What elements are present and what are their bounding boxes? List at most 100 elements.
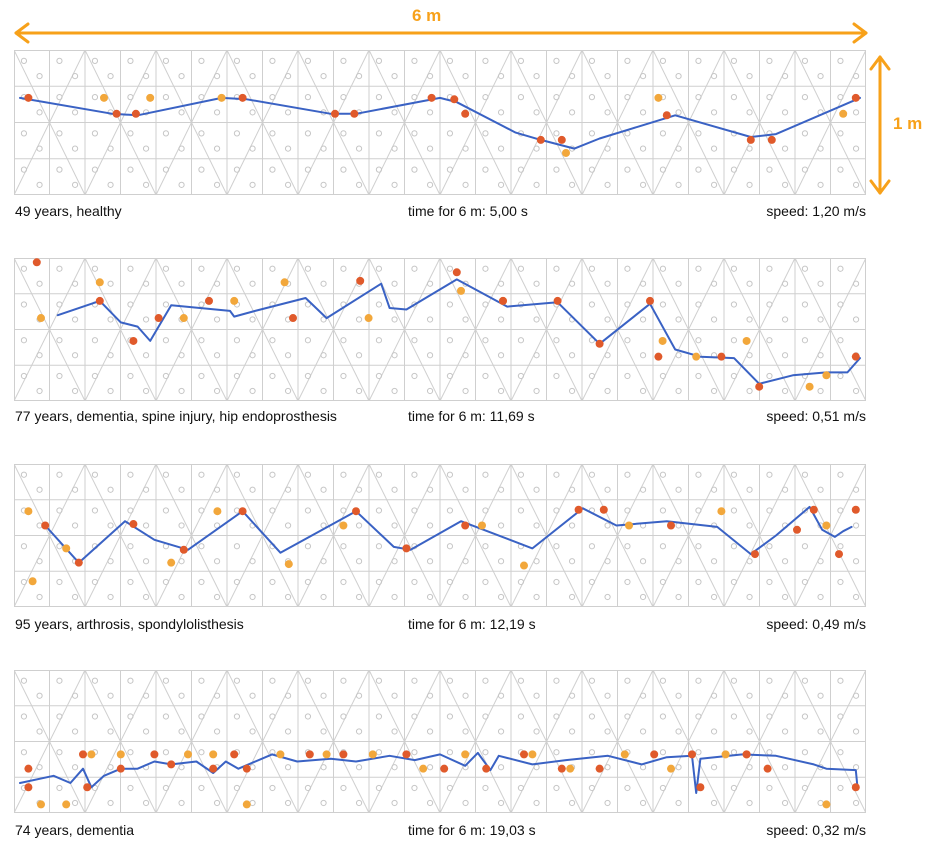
sensor-ring [781, 73, 789, 80]
sensor-ring [604, 316, 611, 323]
sensor-ring [375, 749, 383, 756]
sensor-ring [766, 265, 773, 272]
sensor-ring [746, 799, 753, 807]
sensor-ring [497, 316, 505, 323]
sensor-ring [127, 301, 134, 308]
left-footstep [620, 750, 629, 759]
sensor-ring [659, 166, 667, 173]
right-footstep [557, 764, 566, 773]
sensor-ring [355, 73, 363, 80]
sensor-ring [604, 73, 611, 80]
sensor-ring [766, 749, 773, 756]
sensor-ring [837, 471, 844, 478]
sensor-ring [517, 507, 525, 514]
sensor-ring [482, 301, 489, 308]
sensor-ring [426, 73, 434, 80]
sensor-ring [426, 558, 434, 565]
sensor-ring [766, 677, 773, 684]
sensor-ring [837, 94, 844, 101]
sensor-ring [162, 784, 170, 792]
sensor-ring [426, 316, 434, 323]
sensor-ring [730, 677, 738, 684]
sensor-ring [553, 784, 560, 792]
sensor-ring [249, 558, 256, 565]
sensor-ring [36, 692, 43, 699]
sensor-ring [639, 692, 647, 699]
left-footstep [242, 800, 251, 809]
sensor-ring [162, 713, 170, 720]
sensor-ring [852, 316, 860, 323]
sensor-ring [107, 73, 114, 80]
sensor-ring [624, 677, 631, 684]
right-footstep [650, 750, 659, 759]
sensor-ring [781, 352, 789, 359]
sensor-ring [269, 372, 276, 380]
sensor-ring [781, 181, 789, 188]
sensor-ring [127, 372, 134, 380]
sensor-ring [178, 728, 185, 735]
sensor-ring [568, 352, 576, 359]
sensor-ring [568, 486, 576, 493]
sensor-ring [639, 73, 647, 80]
left-footstep [822, 371, 831, 380]
sensor-ring [624, 301, 631, 308]
sensor-ring [36, 145, 43, 152]
sensor-ring [675, 692, 682, 699]
sensor-ring [482, 677, 489, 684]
left-footstep [213, 507, 222, 516]
sensor-ring [304, 578, 312, 586]
sensor-ring [837, 372, 844, 380]
sensor-ring [817, 692, 824, 699]
panel-3-time: time for 6 m: 12,19 s [408, 616, 536, 632]
sensor-ring [269, 57, 276, 64]
sensor-ring [162, 57, 170, 64]
sensor-ring [213, 558, 221, 565]
sensor-ring [710, 181, 718, 188]
sensor-ring [249, 486, 256, 493]
sensor-ring [284, 764, 292, 771]
right-footstep [851, 505, 860, 514]
sensor-ring [233, 784, 241, 792]
left-footstep [339, 521, 348, 530]
sensor-ring [91, 265, 99, 272]
sensor-ring [766, 507, 773, 514]
sensor-ring [446, 337, 454, 344]
sensor-ring [446, 677, 454, 684]
sensor-ring [746, 109, 753, 116]
sensor-ring [659, 265, 667, 272]
sensor-ring [462, 486, 469, 493]
sensor-ring [233, 713, 241, 720]
sensor-ring [249, 280, 256, 287]
sensor-ring [426, 352, 434, 359]
left-footstep [419, 764, 428, 773]
sensor-ring [801, 130, 809, 137]
sensor-ring [710, 145, 718, 152]
sensor-ring [553, 265, 560, 272]
sensor-ring [801, 543, 809, 550]
sensor-ring [233, 166, 241, 173]
sensor-ring [107, 558, 114, 565]
sensor-ring [127, 543, 134, 550]
sensor-ring [588, 578, 596, 586]
sensor-ring [391, 593, 398, 601]
sensor-ring [695, 57, 702, 64]
sensor-ring [56, 713, 63, 720]
sensor-ring [533, 352, 540, 359]
sensor-ring [817, 728, 824, 735]
sensor-ring [482, 265, 489, 272]
sensor-ring [746, 352, 753, 359]
right-footstep [499, 296, 507, 305]
panel-4-time: time for 6 m: 19,03 s [408, 822, 536, 838]
sensor-ring [71, 280, 79, 287]
sensor-ring [746, 728, 753, 735]
sensor-ring [304, 471, 312, 478]
sensor-ring [284, 73, 292, 80]
left-footstep [217, 93, 226, 102]
sensor-ring [639, 145, 647, 152]
right-footstep [167, 760, 176, 769]
sensor-ring [766, 784, 773, 792]
sensor-ring [320, 764, 327, 771]
sensor-ring [71, 522, 79, 529]
sensor-ring [20, 166, 28, 173]
sensor-ring [411, 713, 418, 720]
